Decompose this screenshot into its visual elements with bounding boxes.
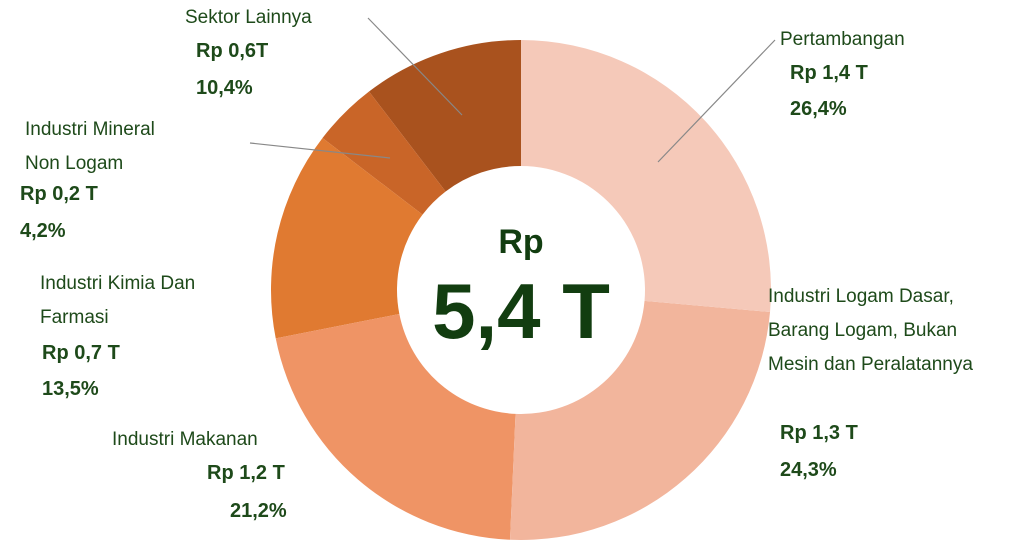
donut-slice	[322, 91, 446, 215]
category-label: Industri Makanan	[112, 429, 258, 450]
value-label: 13,5%	[42, 378, 99, 400]
donut-slice	[275, 314, 516, 540]
donut-slice	[270, 138, 423, 339]
leader-line	[249, 142, 391, 159]
category-label: Industri Logam Dasar, Barang Logam, Buka…	[768, 286, 973, 375]
value-label: 26,4%	[790, 98, 847, 120]
value-label: 21,2%	[230, 500, 287, 522]
center-prefix: Rp	[498, 223, 543, 261]
value-label: 24,3%	[780, 459, 837, 481]
category-label: Industri Kimia Dan Farmasi	[40, 273, 196, 328]
donut-slice	[521, 40, 771, 312]
category-label: Pertambangan	[780, 29, 905, 50]
amount-label: Rp 1,3 T	[780, 422, 858, 444]
amount-label: Rp 1,4 T	[790, 62, 868, 84]
amount-label: Rp 0,2 T	[20, 183, 98, 205]
category-label: Industri Mineral Non Logam	[25, 119, 155, 174]
amount-label: Rp 0,7 T	[42, 342, 120, 364]
donut-slice	[369, 39, 521, 192]
donut-slice	[510, 300, 771, 540]
center-value: 5,4 T	[432, 267, 610, 355]
category-label: Sektor Lainnya	[185, 7, 312, 28]
amount-label: Rp 1,2 T	[207, 462, 285, 484]
leader-line	[367, 17, 463, 116]
value-label: 10,4%	[196, 77, 253, 99]
amount-label: Rp 0,6T	[196, 40, 269, 62]
leader-line	[657, 39, 776, 163]
value-label: 4,2%	[20, 220, 66, 242]
